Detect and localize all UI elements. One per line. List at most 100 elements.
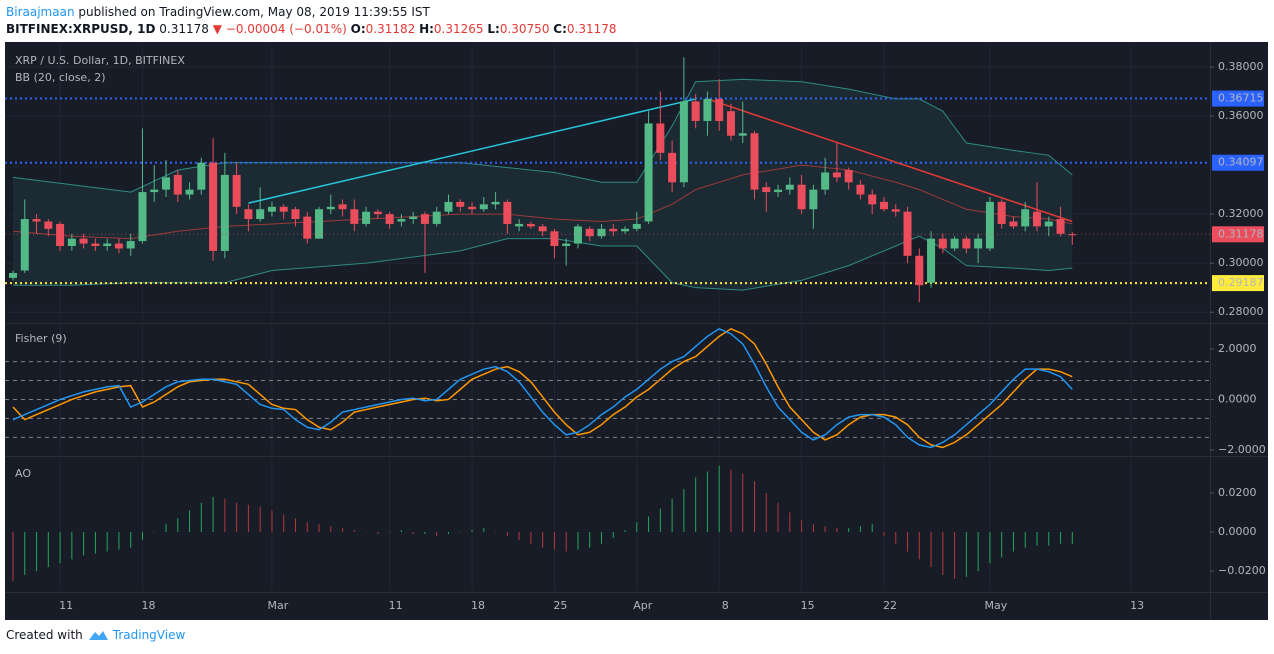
fisher-line: [12, 327, 1073, 449]
band-lower: [13, 235, 1073, 291]
ao-bar: [789, 512, 791, 533]
candle-body: [162, 177, 171, 190]
x-tick-label: 25: [553, 599, 567, 612]
candle-body: [715, 98, 724, 121]
ao-bar: [389, 532, 391, 533]
candle-body: [597, 228, 606, 237]
x-tick-label: 18: [141, 599, 155, 612]
candle-body: [538, 226, 547, 232]
candle-body: [173, 174, 182, 195]
chart: 11 18 Mar 11 18 25 Apr 8 15 22 May 13 0.28000 0.30000…: [5, 42, 1268, 620]
y-tick-label: 0.30000: [1218, 256, 1264, 269]
brand[interactable]: TradingView: [112, 628, 186, 642]
candle-body: [879, 201, 888, 210]
candle-body: [844, 170, 853, 183]
x-tick-label: 22: [883, 599, 897, 612]
candle-body: [56, 223, 65, 247]
ao-bar: [848, 528, 850, 533]
ao-bar: [754, 481, 756, 533]
candle-body: [209, 162, 218, 251]
ao-bar: [1001, 532, 1003, 558]
ao-bar: [483, 528, 485, 533]
candle-body: [1068, 234, 1077, 236]
candle-body: [479, 204, 488, 210]
ao-bar: [200, 502, 202, 533]
candle-body: [609, 228, 618, 232]
ao-bar: [695, 477, 697, 533]
trend-line: [248, 98, 696, 204]
ao-bar: [659, 508, 661, 533]
candle-body: [726, 111, 735, 136]
ao-bar: [506, 532, 508, 536]
x-tick-label: 11: [389, 599, 403, 612]
candle-body: [326, 206, 335, 210]
candle-body: [373, 211, 382, 215]
ao-bar: [141, 532, 143, 540]
candle-body: [256, 209, 265, 220]
candle-body: [821, 172, 830, 190]
level-tag-label: 0.34097: [1218, 156, 1264, 169]
candle-body: [891, 209, 900, 212]
candle-body: [409, 216, 418, 220]
ao-bar: [683, 489, 685, 533]
candle-body: [785, 184, 794, 190]
ao-bar: [47, 532, 49, 568]
y-tick-label: 2.0000: [1218, 342, 1257, 355]
candle-body: [420, 214, 429, 224]
ao-bar: [247, 504, 249, 533]
candle-body: [456, 201, 465, 207]
footer: Created with TradingView: [6, 628, 185, 642]
ao-bar: [883, 532, 885, 536]
ao-bar: [212, 496, 214, 533]
candle-body: [503, 201, 512, 224]
candle-body: [774, 189, 783, 193]
ao-bar: [742, 473, 744, 533]
candle-body: [1044, 221, 1053, 227]
y-tick-label: 0.38000: [1218, 60, 1264, 73]
ao-bar: [459, 532, 461, 533]
ao-bar: [824, 526, 826, 533]
ohlc-value: 0.30750: [499, 22, 550, 36]
candle-body: [67, 238, 76, 247]
header-line: BITFINEX:XRPUSD, 1D 0.31178 ▼ −0.00004 (…: [6, 21, 617, 38]
candle-body: [79, 238, 88, 244]
candle-body: [927, 238, 936, 283]
ao-bar: [271, 510, 273, 533]
candle-body: [1009, 221, 1018, 227]
candle-body: [832, 172, 841, 178]
ao-bar: [24, 532, 26, 575]
candle-body: [668, 152, 677, 183]
y-tick-label: −0.0200: [1218, 564, 1266, 577]
candle-body: [150, 189, 159, 193]
ao-bar: [730, 469, 732, 533]
ao-bar: [871, 524, 873, 533]
ao-bar: [895, 532, 897, 544]
candle-body: [738, 133, 747, 136]
candle-body: [938, 238, 947, 249]
ao-bar: [859, 526, 861, 533]
ao-bar: [542, 532, 544, 548]
ao-bar: [518, 532, 520, 540]
candle-body: [762, 187, 771, 193]
ao-bar: [306, 522, 308, 533]
ohlc-label: H:: [419, 22, 434, 36]
ao-bar: [1071, 532, 1073, 544]
footer-text: Created with: [6, 628, 83, 642]
ao-bar: [294, 518, 296, 533]
candle-body: [279, 206, 288, 212]
price-tag-label: 0.31178: [1218, 227, 1264, 240]
candle-body: [974, 238, 983, 249]
candle-body: [1021, 209, 1030, 227]
price-tag: [1212, 226, 1264, 243]
level-tag-label: 0.29187: [1218, 276, 1264, 289]
candle-body: [362, 211, 371, 224]
y-tick-label: 0.28000: [1218, 305, 1264, 318]
ao-bar: [259, 506, 261, 533]
ao-bar: [918, 532, 920, 560]
ao-bar: [812, 524, 814, 533]
author[interactable]: Biraajmaan: [6, 5, 75, 19]
ao-bar: [989, 532, 991, 564]
ao-bar: [601, 532, 602, 544]
ao-bar: [71, 532, 73, 560]
ohlc-value: 0.31178: [566, 22, 617, 36]
